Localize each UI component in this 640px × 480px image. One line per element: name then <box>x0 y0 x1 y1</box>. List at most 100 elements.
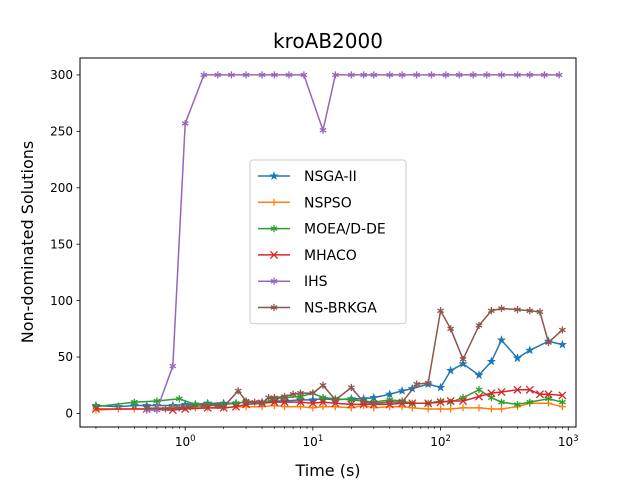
data-point <box>187 403 194 411</box>
y-axis-title: Non-dominated Solutions <box>18 141 37 343</box>
data-point <box>300 71 308 79</box>
x-tick-label: 100 <box>175 434 196 449</box>
data-point <box>526 398 534 406</box>
data-point <box>319 403 327 411</box>
legend-item: NSPSO <box>258 195 352 211</box>
data-point <box>498 71 505 79</box>
chart-title: kroAB2000 <box>273 29 383 53</box>
data-point <box>220 403 228 411</box>
data-point <box>347 396 355 404</box>
data-point <box>347 71 355 79</box>
y-tick-label: 200 <box>50 181 73 195</box>
legend-marker <box>270 198 278 206</box>
data-point <box>475 321 483 330</box>
legend: NSGA-II NSPSO MOEA/D-DE MHACO IHS NS-BRKGA <box>249 159 407 325</box>
legend-item: IHS <box>258 274 328 290</box>
legend-marker <box>269 171 279 180</box>
data-point <box>513 71 521 79</box>
legend-label: NS-BRKGA <box>304 301 377 317</box>
y-tick-label: 150 <box>50 237 73 251</box>
data-point <box>455 71 463 79</box>
data-point <box>526 307 534 315</box>
data-point <box>458 358 468 368</box>
data-point <box>525 385 534 394</box>
data-point <box>555 71 563 79</box>
legend-marker <box>270 225 278 233</box>
plot-area <box>91 71 568 415</box>
data-point <box>319 394 327 402</box>
data-point <box>512 353 523 363</box>
legend-label: IHS <box>304 274 328 290</box>
data-point <box>227 71 235 79</box>
data-point <box>258 71 266 79</box>
y-tick-label: 0 <box>65 407 73 421</box>
data-point <box>413 380 421 388</box>
data-point <box>513 306 521 314</box>
data-point <box>169 362 177 370</box>
legend-frame <box>249 159 407 325</box>
data-point <box>251 398 259 406</box>
data-point <box>370 71 378 79</box>
data-point <box>486 356 496 366</box>
data-point <box>487 307 495 315</box>
data-point <box>270 394 278 402</box>
x-tick-label: 103 <box>558 434 579 449</box>
data-point <box>469 71 477 79</box>
data-point <box>558 326 566 334</box>
data-point <box>475 404 483 412</box>
data-point <box>442 71 450 79</box>
data-point <box>234 387 242 395</box>
data-point <box>309 404 317 412</box>
data-point <box>459 355 467 363</box>
data-point <box>497 405 506 413</box>
legend-marker <box>270 277 278 285</box>
data-point <box>308 395 318 404</box>
data-point <box>319 126 327 134</box>
y-tick-label: 250 <box>50 125 73 139</box>
data-point <box>360 398 368 406</box>
x-tick-label: 102 <box>430 434 451 449</box>
data-point <box>544 390 553 399</box>
data-point <box>175 395 183 403</box>
y-tick-label: 300 <box>50 68 73 82</box>
legend-item: NS-BRKGA <box>258 301 377 317</box>
data-point <box>214 401 222 410</box>
data-point <box>258 399 266 407</box>
data-point <box>181 119 189 128</box>
series-nspso <box>92 399 567 414</box>
data-point <box>360 71 368 79</box>
data-point <box>428 71 436 79</box>
data-point <box>398 398 406 406</box>
data-point <box>347 400 356 409</box>
series-ns-brkga <box>143 304 566 413</box>
legend-label: MOEA/D-DE <box>304 222 386 238</box>
data-point <box>296 403 305 411</box>
y-tick-label: 100 <box>50 294 73 308</box>
plot-frame <box>79 57 577 428</box>
data-point <box>296 398 305 407</box>
data-point <box>498 398 505 406</box>
data-point <box>231 402 241 411</box>
data-point <box>475 386 483 394</box>
data-point <box>545 338 552 346</box>
data-point <box>385 389 395 399</box>
data-point <box>280 398 289 407</box>
data-point <box>424 399 433 408</box>
data-point <box>397 386 407 395</box>
data-point <box>497 387 506 397</box>
data-point <box>289 390 297 398</box>
data-point <box>130 398 138 406</box>
data-point <box>318 398 328 407</box>
data-point <box>270 401 279 410</box>
data-point <box>331 403 339 411</box>
data-point <box>498 304 505 313</box>
data-point <box>535 390 544 399</box>
legend-label: NSPSO <box>304 195 352 211</box>
data-point <box>483 71 491 79</box>
data-point <box>214 71 222 79</box>
data-point <box>435 382 446 392</box>
x-axis: 100 101 102 103 <box>95 427 579 449</box>
series-ihs <box>143 71 563 414</box>
data-point <box>447 405 455 413</box>
